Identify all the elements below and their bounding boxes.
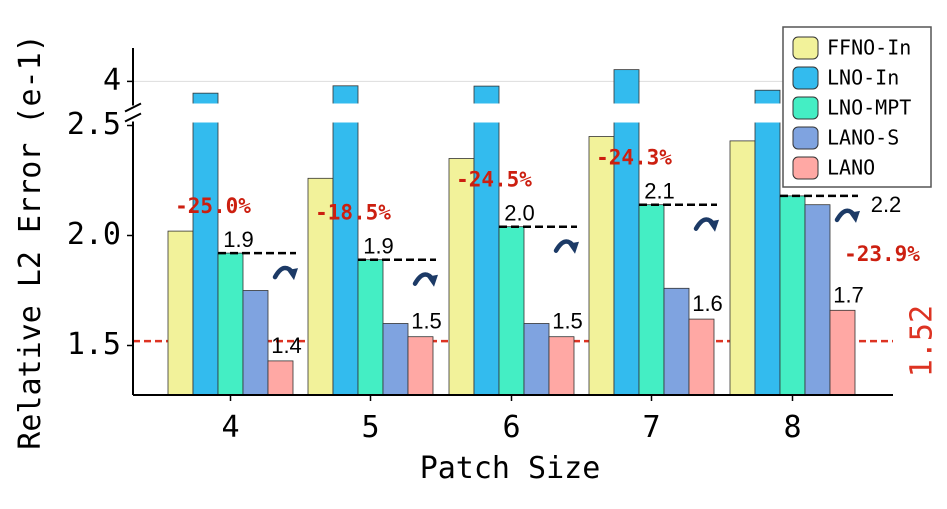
bar-FFNO-In-6 [448,158,475,396]
bar-LANO-S-5 [382,323,409,396]
bar-value-label: 2.2 [871,192,902,217]
bar-FFNO-In-7 [588,136,615,396]
arrow-head-icon [427,274,438,287]
x-axis-label: Patch Size [420,451,601,486]
arrow-head-icon [708,219,719,232]
legend-entry: LANO [827,156,875,180]
axis-break-gap [192,103,219,123]
x-tick-label: 8 [783,410,801,445]
axes: 1.5 2.0 2.5 4 4 5 6 7 8 [67,48,893,445]
axis-break-gap [613,103,640,123]
bar-LANO-6 [548,336,575,396]
bar-value-label: 1.6 [692,291,723,316]
axis-break-mark [124,112,142,123]
y-tick-label: 1.5 [67,327,121,362]
bar-LNO-MPT-7 [638,204,665,396]
y-tick-label: 2.0 [67,217,121,252]
bar-LNO-MPT-4 [217,252,244,396]
bar-FFNO-In-4 [167,230,194,396]
bar-value-label: 2.1 [644,179,675,204]
legend-swatch [792,156,819,180]
bar-LANO-S-8 [804,204,831,396]
legend-entry: LANO-S [827,126,899,150]
legend-entry: LNO-MPT [827,96,911,120]
baseline-label: 1.52 [905,305,940,377]
bar-value-label: 1.5 [411,309,442,334]
reduction-label: -25.0% [175,194,251,218]
bar-LANO-7 [688,318,715,396]
y-tick-label: 2.5 [67,107,121,142]
reduction-label: -23.9% [844,242,920,266]
arrow-head-icon [287,268,298,281]
bar-LNO-In-7 [613,69,640,396]
legend-entry: FFNO-In [827,36,911,60]
x-tick-label: 4 [221,410,239,445]
legend-entry: LNO-In [827,66,899,90]
bar-value-label: 1.9 [223,227,254,252]
reduction-label: -24.3% [596,146,672,170]
bar-value-label: 1.9 [363,234,394,259]
axis-break-gap [473,103,500,123]
bars [167,69,856,396]
y-tick-label: 4 [103,63,121,98]
x-tick-label: 7 [642,410,660,445]
reduction-label: -18.5% [315,201,391,225]
bar-LANO-8 [829,309,856,396]
bar-value-label: 2.0 [504,201,535,226]
bar-LNO-MPT-8 [779,195,806,396]
bar-FFNO-In-8 [729,140,756,396]
bar-LNO-In-5 [332,85,359,396]
bar-value-label: 1.5 [552,309,583,334]
legend-swatch [792,36,819,60]
arrow-head-icon [568,241,579,254]
y-axis-label: Relative L2 Error (e-1) [13,34,48,449]
bar-LANO-S-7 [663,287,690,396]
x-tick-label: 5 [361,410,379,445]
bar-LNO-In-8 [754,89,781,396]
bar-LNO-MPT-6 [498,226,525,396]
bar-LNO-In-6 [473,85,500,396]
axis-break-gap [754,103,781,123]
legend-swatch [792,96,819,120]
bar-value-label: 1.4 [271,333,302,358]
reduction-label: -24.5% [456,168,532,192]
arrow-head-icon [849,210,860,223]
bar-LNO-MPT-5 [357,259,384,396]
annotations: 1.9 1.4 1.9 1.5 2.0 1.5 2.1 1.6 2.2 1.7 -25.0% -18.… [175,146,920,358]
axis-break-gap [332,103,359,123]
legend-swatch [792,126,819,150]
bar-LANO-S-6 [523,323,550,396]
bar-LANO-5 [407,336,434,396]
bar-LANO-4 [267,360,294,396]
bar-LNO-In-4 [192,92,219,396]
bar-LANO-S-4 [242,290,269,396]
legend-swatch [792,66,819,90]
legend: FFNO-In LNO-In LNO-MPT LANO-S LANO [782,26,932,188]
bar-value-label: 1.7 [833,282,864,307]
axis-break-mark [124,102,142,113]
x-tick-label: 6 [502,410,520,445]
